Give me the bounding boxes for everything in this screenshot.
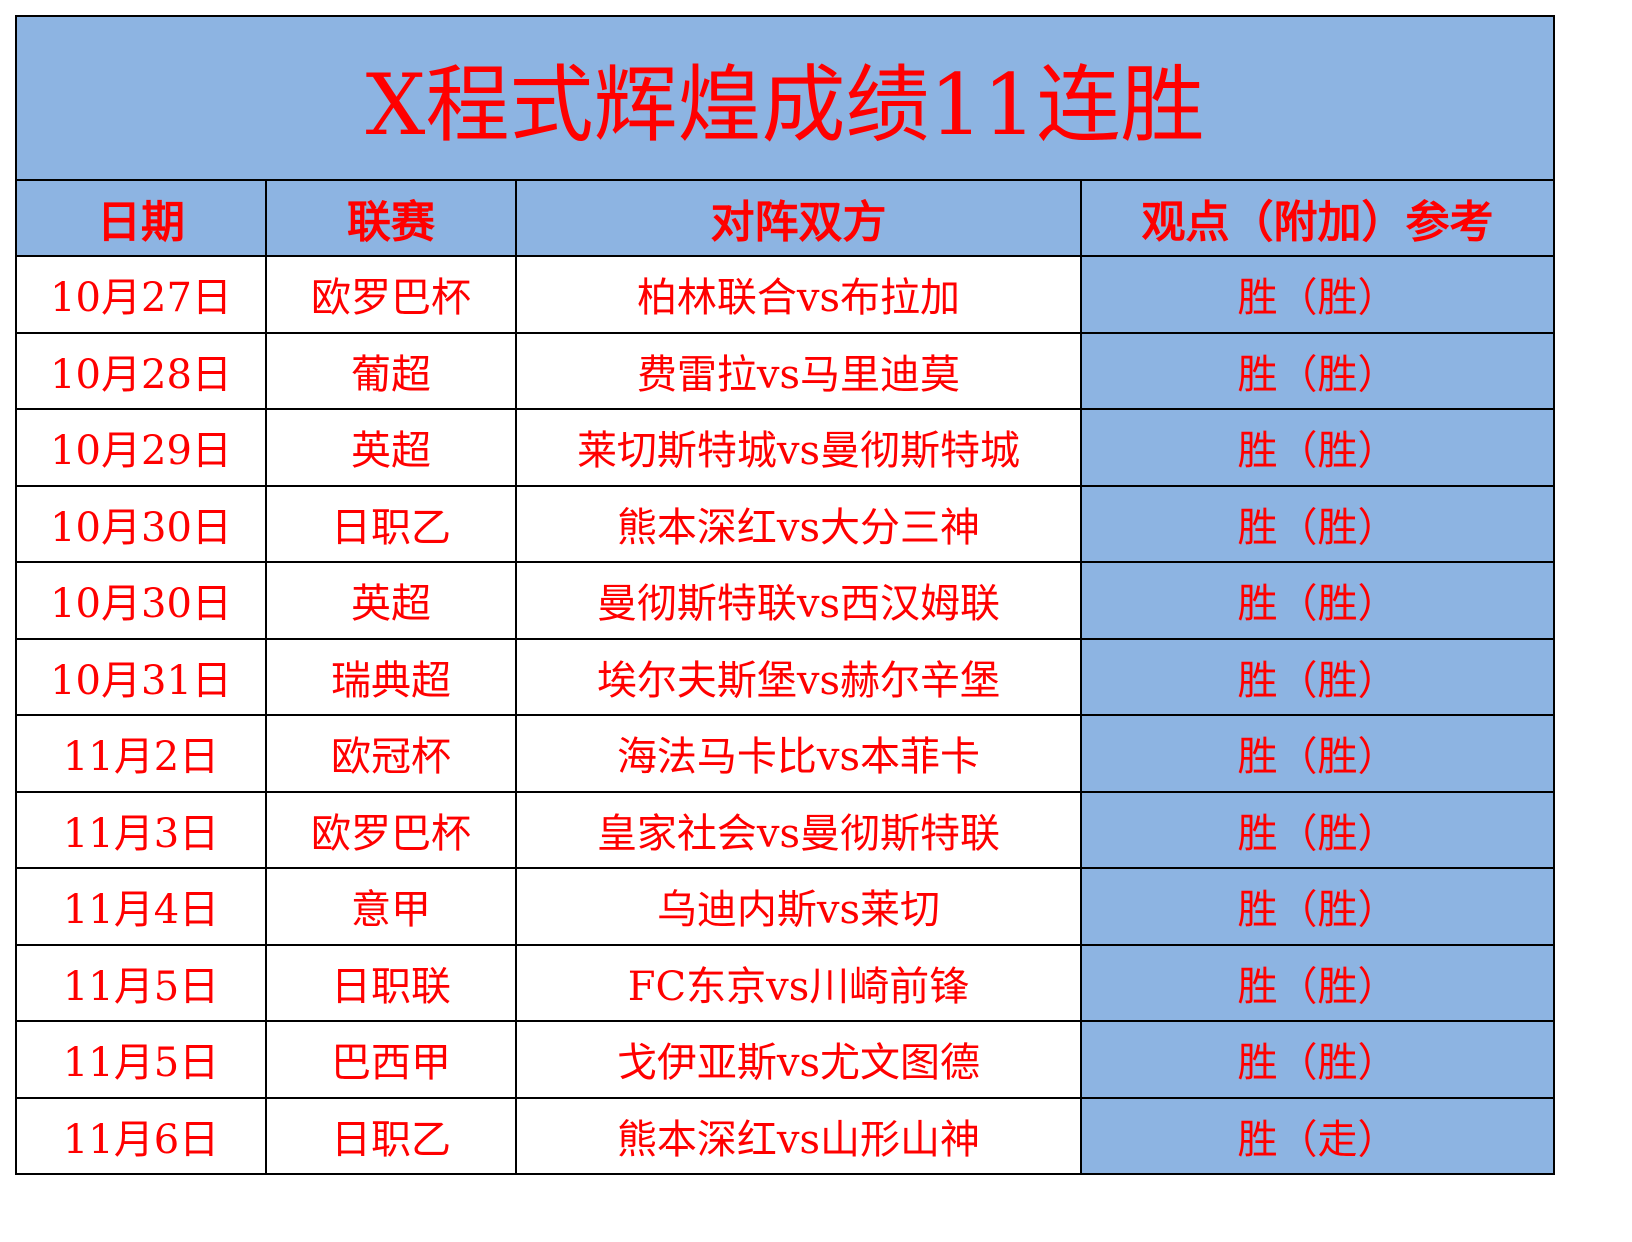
match-cell: 乌迪内斯vs莱切 xyxy=(515,867,1082,946)
league-cell: 日职乙 xyxy=(265,1096,517,1175)
date-cell: 10月28日 xyxy=(15,331,267,410)
table-row: 11月5日 日职联 FC东京vs川崎前锋 胜（胜） xyxy=(15,943,1556,1022)
date-cell: 11月3日 xyxy=(15,790,267,869)
match-cell: 皇家社会vs曼彻斯特联 xyxy=(515,790,1082,869)
header-date: 日期 xyxy=(15,179,267,257)
result-cell: 胜（胜） xyxy=(1079,561,1556,640)
table-row: 11月3日 欧罗巴杯 皇家社会vs曼彻斯特联 胜（胜） xyxy=(15,790,1556,869)
header-league: 联赛 xyxy=(265,179,517,257)
result-cell: 胜（胜） xyxy=(1079,408,1556,487)
result-cell: 胜（胜） xyxy=(1079,714,1556,793)
league-cell: 瑞典超 xyxy=(265,637,517,716)
date-cell: 11月5日 xyxy=(15,943,267,1022)
match-cell: 曼彻斯特联vs西汉姆联 xyxy=(515,561,1082,640)
result-cell: 胜（胜） xyxy=(1079,637,1556,716)
table-row: 10月29日 英超 莱切斯特城vs曼彻斯特城 胜（胜） xyxy=(15,408,1556,487)
league-cell: 日职乙 xyxy=(265,484,517,563)
league-cell: 欧罗巴杯 xyxy=(265,790,517,869)
date-cell: 11月2日 xyxy=(15,714,267,793)
match-cell: 戈伊亚斯vs尤文图德 xyxy=(515,1020,1082,1099)
result-cell: 胜（胜） xyxy=(1079,1020,1556,1099)
league-cell: 英超 xyxy=(265,561,517,640)
date-cell: 10月30日 xyxy=(15,561,267,640)
table-row: 10月31日 瑞典超 埃尔夫斯堡vs赫尔辛堡 胜（胜） xyxy=(15,637,1556,716)
table-row: 10月30日 日职乙 熊本深红vs大分三神 胜（胜） xyxy=(15,484,1556,563)
header-row: 日期 联赛 对阵双方 观点（附加）参考 xyxy=(15,179,1556,257)
league-cell: 欧冠杯 xyxy=(265,714,517,793)
result-cell: 胜（胜） xyxy=(1079,790,1556,869)
table-row: 11月4日 意甲 乌迪内斯vs莱切 胜（胜） xyxy=(15,867,1556,946)
table-row: 11月2日 欧冠杯 海法马卡比vs本菲卡 胜（胜） xyxy=(15,714,1556,793)
match-cell: 熊本深红vs大分三神 xyxy=(515,484,1082,563)
result-cell: 胜（胜） xyxy=(1079,255,1556,334)
table-row: 11月6日 日职乙 熊本深红vs山形山神 胜（走） xyxy=(15,1096,1556,1175)
date-cell: 10月30日 xyxy=(15,484,267,563)
date-cell: 10月27日 xyxy=(15,255,267,334)
league-cell: 巴西甲 xyxy=(265,1020,517,1099)
match-cell: 莱切斯特城vs曼彻斯特城 xyxy=(515,408,1082,487)
result-cell: 胜（胜） xyxy=(1079,867,1556,946)
match-cell: 海法马卡比vs本菲卡 xyxy=(515,714,1082,793)
league-cell: 欧罗巴杯 xyxy=(265,255,517,334)
match-cell: 熊本深红vs山形山神 xyxy=(515,1096,1082,1175)
league-cell: 英超 xyxy=(265,408,517,487)
date-cell: 11月5日 xyxy=(15,1020,267,1099)
table-row: 10月30日 英超 曼彻斯特联vs西汉姆联 胜（胜） xyxy=(15,561,1556,640)
match-cell: 柏林联合vs布拉加 xyxy=(515,255,1082,334)
table-title: X程式辉煌成绩11连胜 xyxy=(14,15,1556,181)
table-row: 10月28日 葡超 费雷拉vs马里迪莫 胜（胜） xyxy=(15,331,1556,410)
result-cell: 胜（胜） xyxy=(1079,484,1556,563)
league-cell: 葡超 xyxy=(265,331,517,410)
match-cell: FC东京vs川崎前锋 xyxy=(515,943,1082,1022)
results-table: X程式辉煌成绩11连胜 日期 联赛 对阵双方 观点（附加）参考 10月27日 欧罗… xyxy=(14,15,1556,1175)
league-cell: 意甲 xyxy=(265,867,517,946)
table-row: 10月27日 欧罗巴杯 柏林联合vs布拉加 胜（胜） xyxy=(15,255,1556,334)
header-result: 观点（附加）参考 xyxy=(1079,179,1556,257)
match-cell: 埃尔夫斯堡vs赫尔辛堡 xyxy=(515,637,1082,716)
result-cell: 胜（胜） xyxy=(1079,331,1556,410)
table-row: 11月5日 巴西甲 戈伊亚斯vs尤文图德 胜（胜） xyxy=(15,1020,1556,1099)
result-cell: 胜（走） xyxy=(1079,1096,1556,1175)
header-match: 对阵双方 xyxy=(515,179,1082,257)
date-cell: 11月4日 xyxy=(15,867,267,946)
date-cell: 10月29日 xyxy=(15,408,267,487)
match-cell: 费雷拉vs马里迪莫 xyxy=(515,331,1082,410)
date-cell: 10月31日 xyxy=(15,637,267,716)
date-cell: 11月6日 xyxy=(15,1096,267,1175)
league-cell: 日职联 xyxy=(265,943,517,1022)
result-cell: 胜（胜） xyxy=(1079,943,1556,1022)
